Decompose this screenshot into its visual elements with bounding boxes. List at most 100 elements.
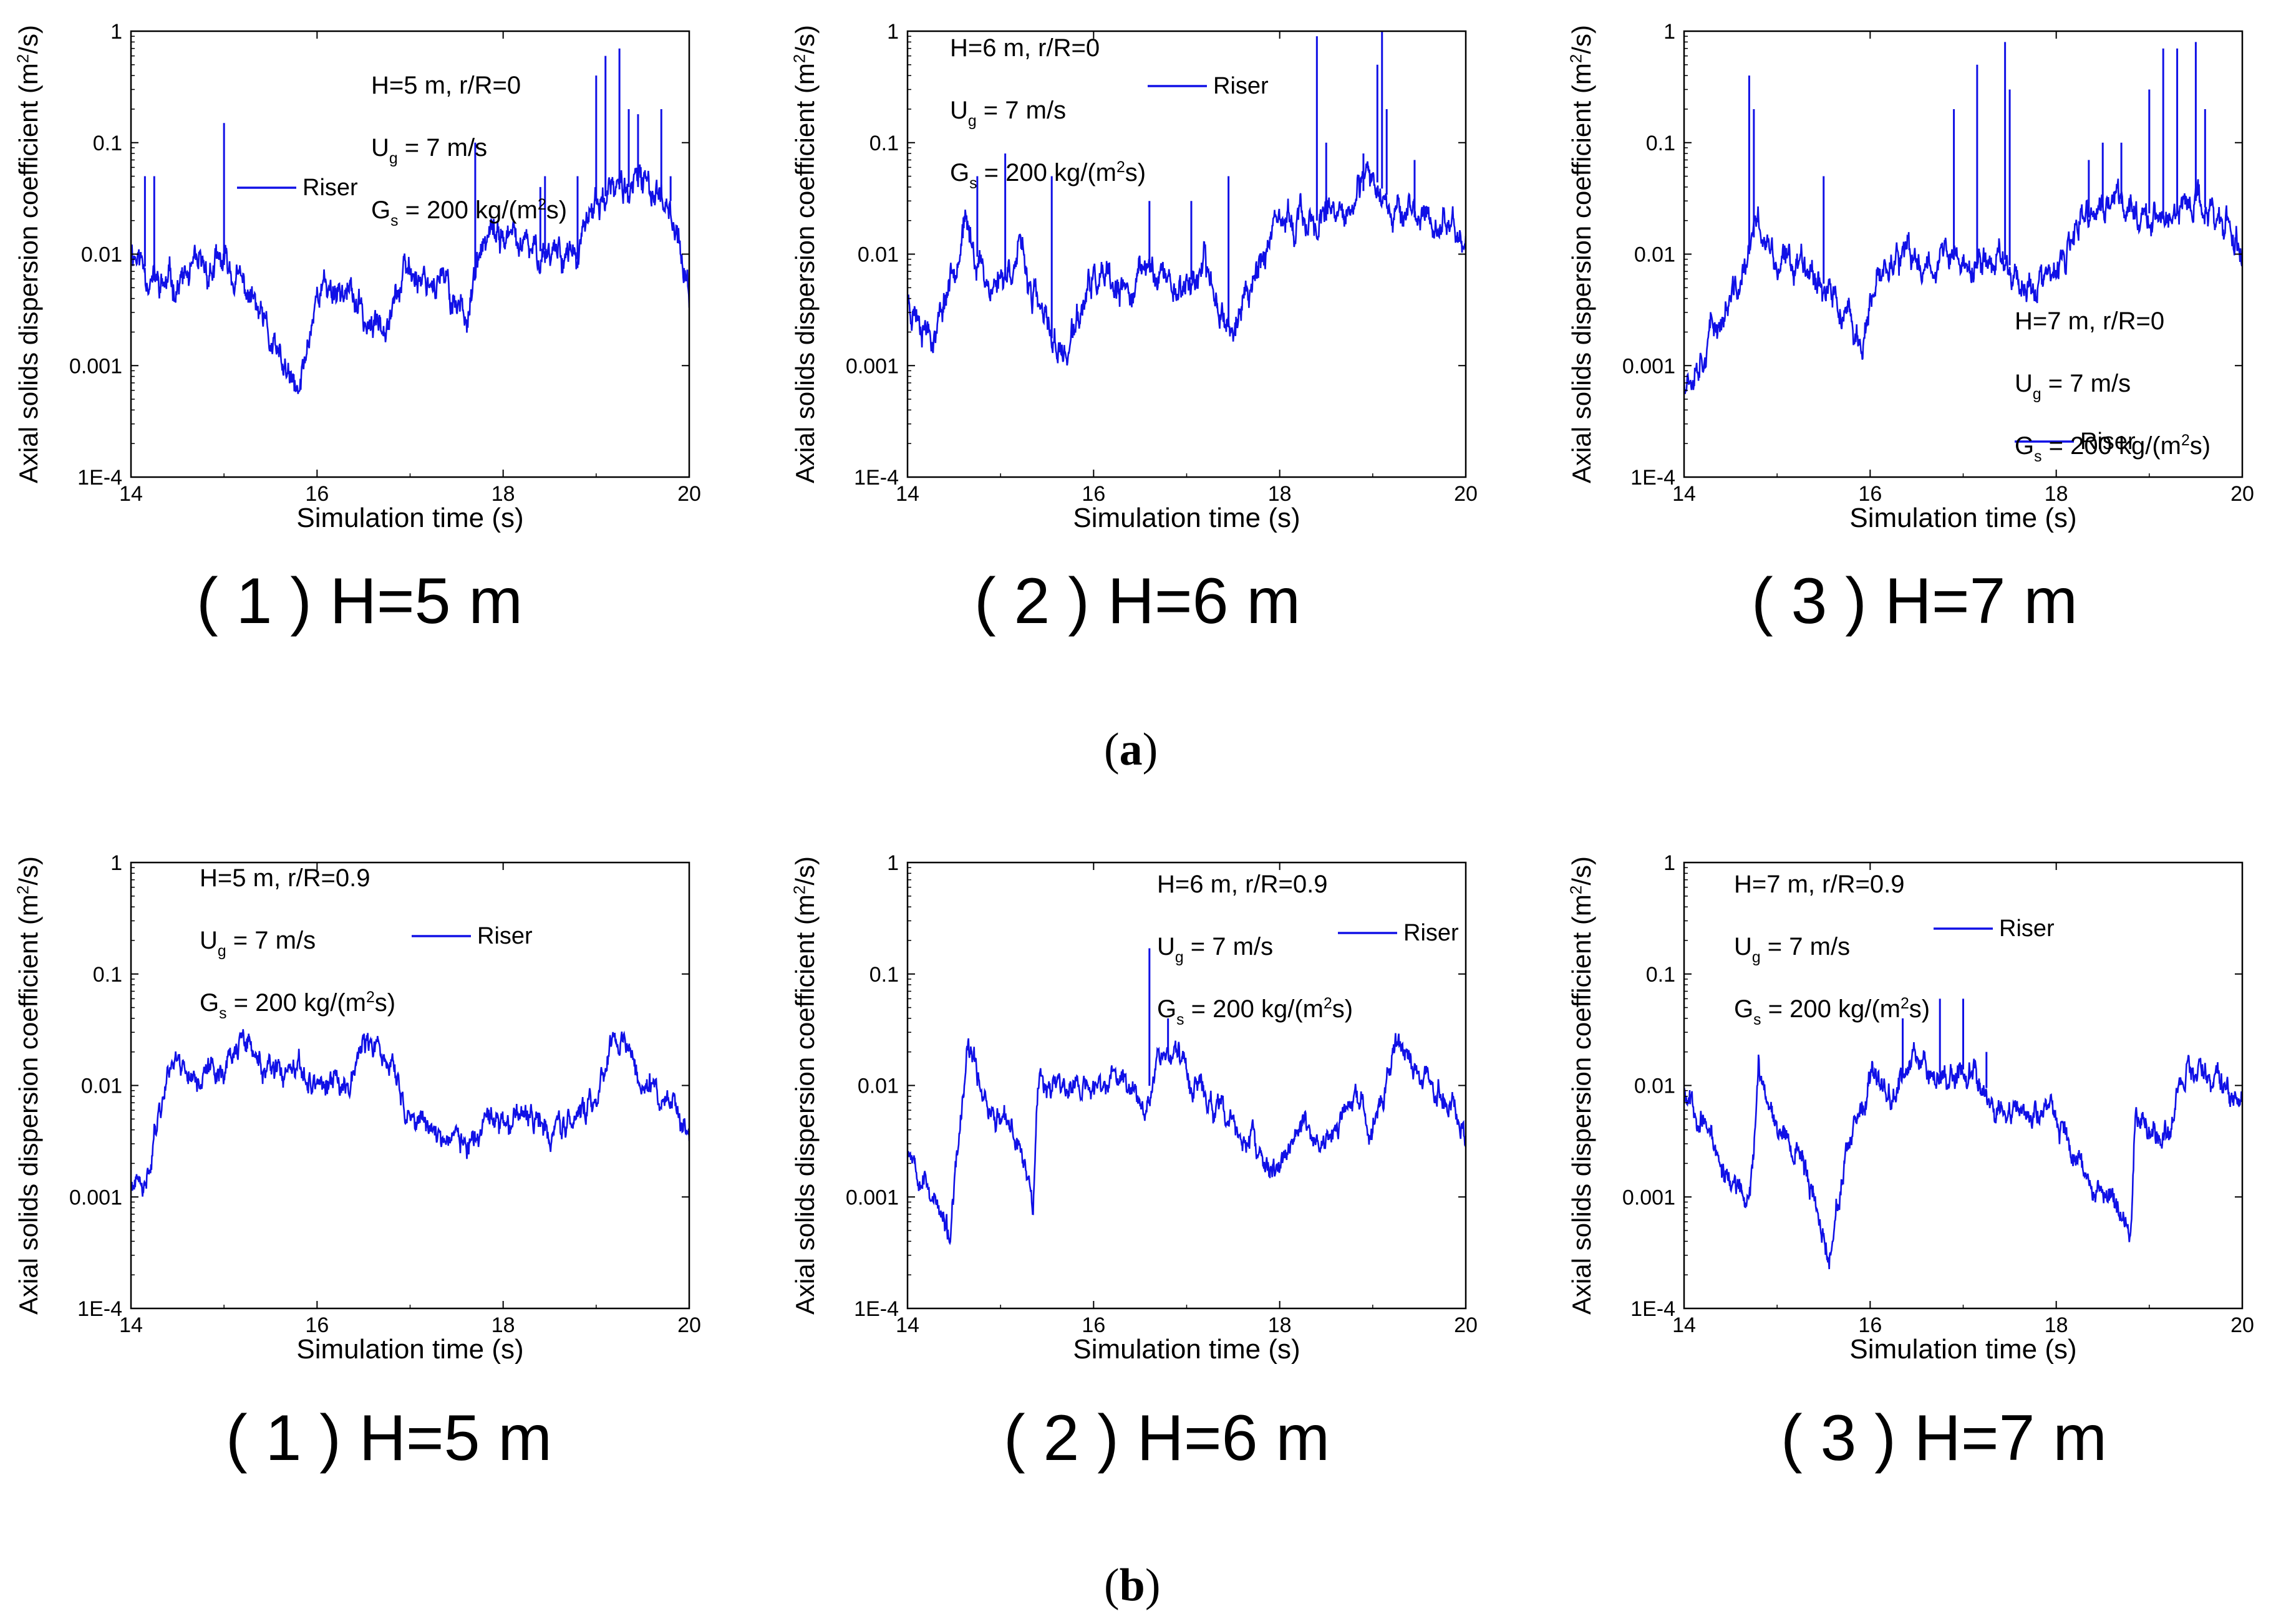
x-axis-label-b3: Simulation time (s) xyxy=(1849,1334,2076,1365)
x-tick-label-b3: 14 xyxy=(1672,1313,1696,1337)
legend-label-a3: Riser xyxy=(2080,428,2136,455)
series-line-a3 xyxy=(1684,178,2242,394)
annotation-a3-0: H=7 m, r/R=0 xyxy=(2015,307,2164,335)
y-tick-label-a3: 0.1 xyxy=(1646,132,1675,155)
legend-label-a1: Riser xyxy=(303,175,358,201)
y-tick-label-b3: 0.1 xyxy=(1646,963,1675,987)
x-tick-label-b2: 14 xyxy=(896,1313,919,1337)
y-tick-label-b2: 1E-4 xyxy=(854,1297,899,1321)
panel-caption-a3: ( 3 ) H=7 m xyxy=(1751,565,2078,637)
annotation-b2-0: H=6 m, r/R=0.9 xyxy=(1157,871,1327,898)
y-tick-label-b1: 0.1 xyxy=(93,963,122,987)
annotation-a3-2: Gs = 200 kg/(m2s) xyxy=(2015,432,2210,465)
legend-label-b3: Riser xyxy=(1999,916,2055,942)
x-tick-label-a1: 16 xyxy=(305,482,329,506)
chart-b1: Riser 1E-4 0.001 0.01 0.1 1 14 16 18 20 Simulation… xyxy=(13,851,701,1365)
y-tick-label-a1: 1E-4 xyxy=(77,466,122,490)
x-tick-label-a2: 20 xyxy=(1454,482,1478,506)
x-tick-label-a1: 20 xyxy=(677,482,701,506)
x-tick-label-a1: 14 xyxy=(119,482,143,506)
y-tick-label-b3: 0.001 xyxy=(1622,1186,1675,1209)
x-tick-label-b2: 16 xyxy=(1082,1313,1105,1337)
y-axis-label-a2: Axial solids dispersion coefficient (m2/… xyxy=(790,25,820,483)
x-tick-label-a3: 18 xyxy=(2045,482,2068,506)
legend-label-a2: Riser xyxy=(1213,73,1269,99)
x-tick-label-a1: 18 xyxy=(491,482,515,506)
y-tick-label-b2: 0.01 xyxy=(858,1075,899,1098)
x-tick-label-b3: 18 xyxy=(2045,1313,2068,1337)
y-axis-label-b2: Axial solids dispersion coefficient (m2/… xyxy=(790,856,820,1315)
annotation-a2-2: Gs = 200 kg/(m2s) xyxy=(950,159,1146,192)
x-tick-label-a2: 16 xyxy=(1082,482,1105,506)
y-tick-label-a1: 0.01 xyxy=(81,243,122,267)
annotation-a1-1: Ug = 7 m/s xyxy=(371,134,487,167)
panel-caption-a2: ( 2 ) H=6 m xyxy=(974,565,1300,637)
x-axis-label-a3: Simulation time (s) xyxy=(1849,503,2076,533)
x-tick-label-b2: 20 xyxy=(1454,1313,1478,1337)
subcaption-a-close: ) xyxy=(1142,724,1158,775)
annotation-b1-0: H=5 m, r/R=0.9 xyxy=(200,864,370,892)
legend-label-b1: Riser xyxy=(477,923,533,949)
subcaption-b-close: ) xyxy=(1145,1560,1161,1611)
annotation-b2-2: Gs = 200 kg/(m2s) xyxy=(1157,995,1353,1028)
y-tick-label-b3: 1 xyxy=(1663,851,1675,875)
x-tick-label-b1: 20 xyxy=(677,1313,701,1337)
series-line-a2 xyxy=(908,161,1466,366)
annotation-a2-1: Ug = 7 m/s xyxy=(950,97,1066,130)
panel-caption-a1: ( 1 ) H=5 m xyxy=(196,565,523,637)
x-tick-label-b1: 14 xyxy=(119,1313,143,1337)
x-tick-label-a3: 14 xyxy=(1672,482,1696,506)
x-tick-label-a2: 14 xyxy=(896,482,919,506)
annotation-b3-2: Gs = 200 kg/(m2s) xyxy=(1734,995,1930,1028)
series-line-b2 xyxy=(908,1033,1466,1245)
plot-frame-a3 xyxy=(1683,30,2244,478)
annotation-a3-1: Ug = 7 m/s xyxy=(2015,370,2131,403)
y-tick-label-b1: 1E-4 xyxy=(77,1297,122,1321)
y-tick-label-b1: 1 xyxy=(110,851,122,875)
series-line-b1 xyxy=(131,1029,689,1197)
x-axis-label-a1: Simulation time (s) xyxy=(296,503,523,533)
y-tick-label-a3: 1E-4 xyxy=(1630,466,1675,490)
subcaption-a: (a) xyxy=(1104,723,1158,776)
y-tick-label-b1: 0.01 xyxy=(81,1075,122,1098)
panel-caption-b1: ( 1 ) H=5 m xyxy=(226,1402,552,1474)
chart-a1: Riser 1E-4 0.001 0.01 0.1 1 14 16 18 20 Simulation… xyxy=(13,20,701,533)
legend-label-b2: Riser xyxy=(1403,920,1459,946)
annotation-b1-2: Gs = 200 kg/(m2s) xyxy=(200,989,395,1022)
annotation-b3-1: Ug = 7 m/s xyxy=(1734,933,1850,966)
y-axis-label-a1: Axial solids dispersion coefficient (m2/… xyxy=(13,25,43,483)
subcaption-b: (b) xyxy=(1104,1559,1160,1612)
y-tick-label-a2: 1E-4 xyxy=(854,466,899,490)
y-axis-label-b1: Axial solids dispersion coefficient (m2/… xyxy=(13,856,43,1315)
y-axis-label-b3: Axial solids dispersion coefficient (m2/… xyxy=(1566,856,1596,1315)
x-tick-label-a2: 18 xyxy=(1268,482,1292,506)
y-tick-label-a2: 0.01 xyxy=(858,243,899,267)
x-tick-label-a3: 16 xyxy=(1858,482,1882,506)
annotation-a1-2: Gs = 200 kg/(m2s) xyxy=(371,196,567,230)
x-axis-label-b1: Simulation time (s) xyxy=(296,1334,523,1365)
chart-b2: Riser 1E-4 0.001 0.01 0.1 1 14 16 18 20 Simulation… xyxy=(790,851,1478,1365)
subcaption-a-open: ( xyxy=(1104,724,1120,775)
x-tick-label-b1: 16 xyxy=(305,1313,329,1337)
y-tick-label-b3: 1E-4 xyxy=(1630,1297,1675,1321)
y-axis-label-a3: Axial solids dispersion coefficient (m2/… xyxy=(1566,25,1596,483)
y-tick-label-b2: 0.1 xyxy=(869,963,899,987)
y-tick-label-a2: 1 xyxy=(887,20,899,44)
y-tick-label-a2: 0.1 xyxy=(869,132,899,155)
y-tick-label-b1: 0.001 xyxy=(69,1186,122,1209)
y-tick-label-a2: 0.001 xyxy=(846,354,899,378)
chart-b3: Riser 1E-4 0.001 0.01 0.1 1 14 16 18 20 Simulation… xyxy=(1566,851,2254,1365)
y-tick-label-a1: 0.1 xyxy=(93,132,122,155)
chart-a3: Riser 1E-4 0.001 0.01 0.1 1 14 16 18 20 Simulation… xyxy=(1566,20,2254,533)
annotation-b3-0: H=7 m, r/R=0.9 xyxy=(1734,871,1904,898)
annotation-a1-0: H=5 m, r/R=0 xyxy=(371,72,521,99)
x-axis-label-a2: Simulation time (s) xyxy=(1073,503,1300,533)
annotation-b2-1: Ug = 7 m/s xyxy=(1157,933,1273,966)
x-tick-label-b1: 18 xyxy=(491,1313,515,1337)
annotation-b1-1: Ug = 7 m/s xyxy=(200,927,316,960)
subcaption-b-letter: b xyxy=(1119,1560,1145,1611)
y-tick-label-b2: 0.001 xyxy=(846,1186,899,1209)
x-axis-label-b2: Simulation time (s) xyxy=(1073,1334,1300,1365)
y-tick-label-b2: 1 xyxy=(887,851,899,875)
